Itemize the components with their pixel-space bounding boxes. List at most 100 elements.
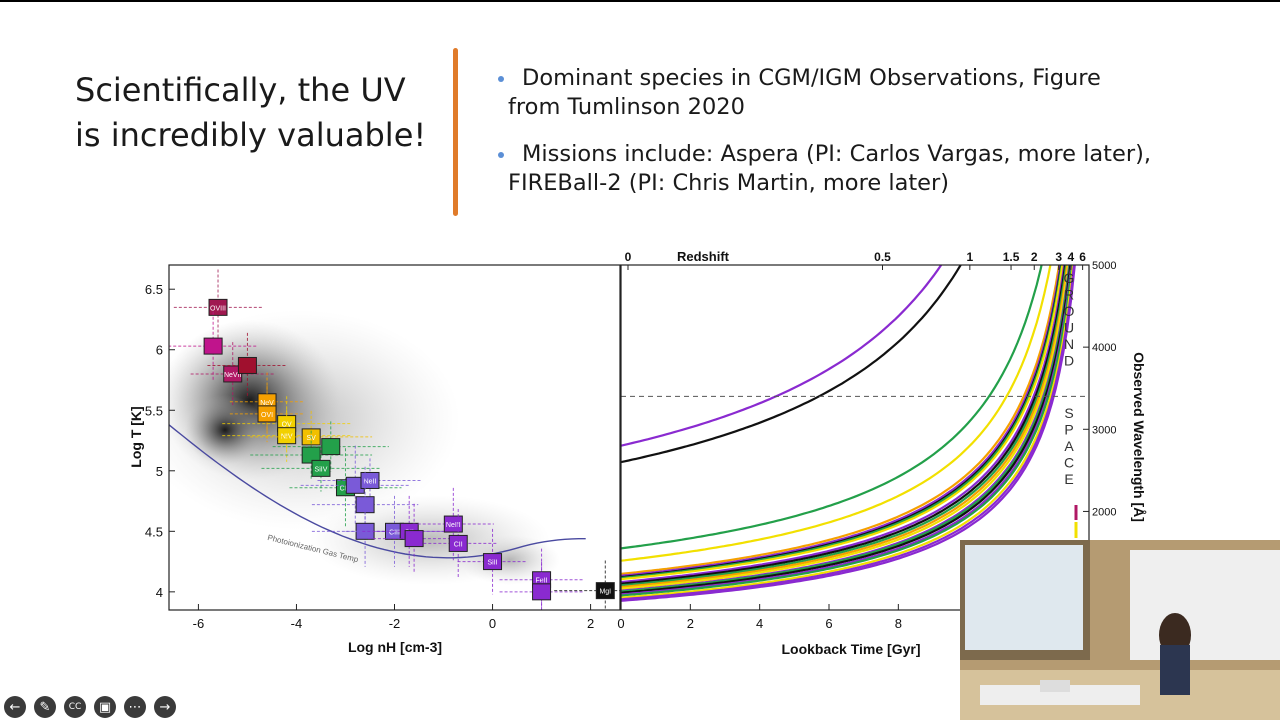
wavelength-track bbox=[621, 265, 1067, 585]
left-axes: -6 -4 -2 0 2 6.5 6 5.5 5 4.5 4 Log nH [cm-3] Log T [… bbox=[128, 282, 594, 655]
data-point bbox=[385, 522, 404, 540]
data-point bbox=[208, 298, 228, 316]
bullet-list: Dominant species in CGM/IGM Observations… bbox=[498, 64, 1218, 216]
data-point bbox=[355, 522, 375, 540]
wavelength-track bbox=[621, 265, 1043, 550]
ground-label-letter: O bbox=[1064, 303, 1075, 319]
point-label: NeII bbox=[364, 478, 377, 485]
wavelength-track bbox=[621, 265, 943, 447]
data-point bbox=[257, 405, 277, 423]
y-tick-label: 6.5 bbox=[145, 282, 163, 297]
point-label: SiII bbox=[487, 560, 497, 567]
redshift-tick-label: 0 bbox=[625, 250, 632, 264]
wavelength-track bbox=[621, 265, 1061, 575]
space-label-letter: S bbox=[1064, 405, 1073, 421]
data-point bbox=[532, 583, 552, 601]
data-point bbox=[203, 337, 223, 355]
data-point bbox=[257, 393, 277, 411]
point-label: OVI bbox=[261, 412, 273, 419]
wavelength-track bbox=[621, 265, 1070, 590]
pen-icon[interactable]: ✎ bbox=[34, 696, 56, 718]
slide-divider bbox=[453, 48, 458, 216]
video-off-icon[interactable]: ▣ bbox=[94, 696, 116, 718]
y-tick-label: 4 bbox=[156, 585, 163, 600]
data-point bbox=[345, 476, 365, 494]
redshift-axis-label: Redshift bbox=[677, 249, 730, 264]
redshift-tick-label: 6 bbox=[1079, 250, 1086, 264]
top-border bbox=[0, 0, 1280, 2]
wavelength-track bbox=[621, 265, 1071, 592]
y-tick-label: 5 bbox=[156, 464, 163, 479]
bullet-item: Missions include: Aspera (PI: Carlos Var… bbox=[498, 140, 1218, 198]
point-label: SV bbox=[306, 435, 316, 442]
y-tick-label: 4.5 bbox=[145, 524, 163, 539]
y-tick-label: 6 bbox=[156, 343, 163, 358]
wavelength-track bbox=[621, 265, 1072, 594]
presentation-controls: ← ✎ CC ▣ ⋯ → bbox=[4, 696, 176, 720]
data-point bbox=[223, 365, 243, 383]
y-tick-label: 5000 bbox=[1092, 260, 1116, 272]
point-label: NeIII bbox=[446, 522, 461, 529]
point-label: CIV bbox=[340, 486, 352, 493]
slide-title: Scientifically, the UV is incredibly val… bbox=[75, 71, 427, 154]
ground-label-letter: N bbox=[1064, 336, 1074, 352]
captions-icon[interactable]: CC bbox=[64, 696, 86, 718]
y-tick-label: 2000 bbox=[1092, 506, 1116, 518]
data-point bbox=[360, 471, 380, 489]
data-point bbox=[483, 553, 503, 571]
ground-label-letter: U bbox=[1064, 320, 1074, 336]
ground-label-letter: D bbox=[1064, 353, 1074, 369]
x-axis-label: Log nH [cm-3] bbox=[348, 639, 442, 655]
data-point bbox=[595, 582, 615, 600]
point-label: CIII bbox=[389, 529, 400, 536]
data-point bbox=[335, 479, 355, 497]
space-label-letter: P bbox=[1064, 422, 1073, 438]
data-point bbox=[355, 496, 375, 514]
wavelength-track bbox=[621, 265, 1064, 581]
data-point bbox=[311, 459, 331, 477]
x-tick-label: 8 bbox=[895, 616, 902, 631]
point-label: NeVII bbox=[224, 372, 242, 379]
back-icon[interactable]: ← bbox=[4, 696, 26, 718]
bullet-text: FIREBall-2 (PI: Chris Martin, more later… bbox=[508, 170, 950, 196]
data-point bbox=[532, 571, 552, 589]
x-tick-label: 4 bbox=[756, 616, 763, 631]
curve-annotation: Photoionization Gas Temp bbox=[267, 533, 360, 564]
point-label: OVIII bbox=[210, 305, 226, 312]
wavelength-track bbox=[621, 265, 1066, 584]
y-axis-label: Log T [K] bbox=[128, 406, 144, 467]
forward-icon[interactable]: → bbox=[154, 696, 176, 718]
space-label-letter: A bbox=[1064, 438, 1074, 454]
data-point bbox=[237, 356, 257, 374]
more-icon[interactable]: ⋯ bbox=[124, 696, 146, 718]
data-point bbox=[277, 415, 297, 433]
point-label: OII bbox=[405, 529, 414, 536]
redshift-tick-label: 4 bbox=[1068, 250, 1075, 264]
y-tick-label: 4000 bbox=[1092, 342, 1116, 354]
point-label: CII bbox=[454, 541, 463, 548]
wavelength-track bbox=[621, 265, 1063, 580]
data-point bbox=[321, 438, 341, 456]
bullet-text: Missions include: Aspera (PI: Carlos Var… bbox=[522, 141, 1152, 167]
x-axis-label: Lookback Time [Gyr] bbox=[781, 641, 920, 657]
point-label: NIV bbox=[281, 434, 293, 441]
data-point bbox=[443, 515, 463, 533]
wavelength-track bbox=[621, 265, 1063, 579]
y-tick-label: 5.5 bbox=[145, 403, 163, 418]
x-tick-label: -4 bbox=[291, 616, 303, 631]
presenter-video[interactable] bbox=[960, 540, 1280, 720]
wavelength-track bbox=[621, 265, 1052, 562]
data-point bbox=[448, 534, 468, 552]
left-chart-frame bbox=[168, 264, 621, 611]
x-tick-label: 2 bbox=[687, 616, 694, 631]
video-frame bbox=[960, 540, 1280, 720]
wavelength-track bbox=[621, 265, 1068, 587]
space-label-letter: C bbox=[1064, 455, 1074, 471]
data-point bbox=[301, 446, 321, 464]
point-label: FeII bbox=[536, 578, 548, 585]
data-point bbox=[399, 522, 419, 540]
bullet-dot bbox=[498, 152, 504, 158]
data-point bbox=[404, 530, 424, 548]
wavelength-track bbox=[621, 265, 1069, 589]
bullet-item: Dominant species in CGM/IGM Observations… bbox=[498, 64, 1218, 122]
